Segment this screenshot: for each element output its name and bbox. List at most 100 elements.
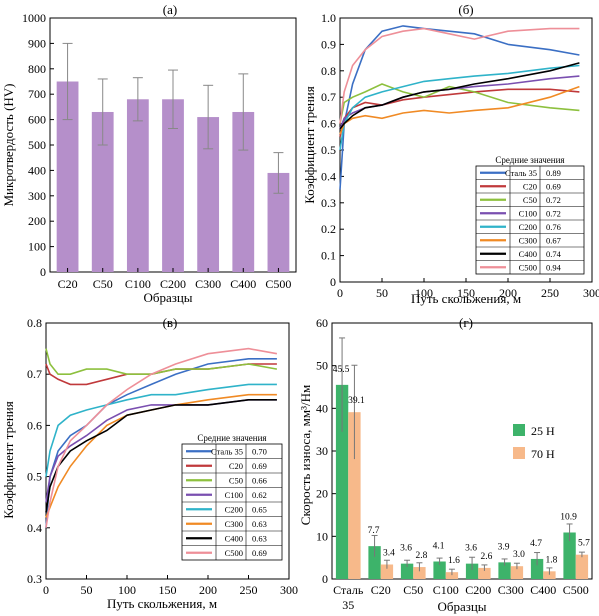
bar (510, 566, 524, 579)
bar (563, 532, 576, 579)
series-line (339, 88, 580, 137)
bar (575, 554, 589, 579)
x-tick-label: C100 (125, 277, 151, 291)
legend-name: 25 H (531, 424, 555, 438)
y-tick-label: 0.4 (321, 169, 336, 183)
legend-value: 0.72 (546, 195, 561, 205)
bar (498, 562, 511, 579)
y-tick-label: 700 (28, 87, 46, 101)
legend-name: C100 (225, 490, 243, 500)
legend-title: Средние значения (495, 155, 564, 165)
legend-value: 0.63 (252, 519, 267, 529)
panel-g: (г) Скорость износа, мм³/Нм Образцы 0102… (298, 315, 593, 614)
series-line (339, 64, 580, 151)
y-tick-label: 800 (28, 62, 46, 76)
x-tick-label: 35 (342, 598, 354, 612)
bar (348, 412, 361, 579)
legend-value: 0.65 (252, 504, 267, 514)
bar (232, 111, 255, 272)
x-tick-label: C300 (498, 583, 524, 597)
series-line (45, 393, 277, 518)
legend-value: 0.66 (252, 475, 267, 485)
legend-value: 0.69 (252, 461, 267, 471)
x-tick-label: C400 (530, 583, 556, 597)
bar (162, 99, 184, 272)
y-tick-label: 0.8 (27, 316, 42, 330)
panel-v: (в) Коэффициент трения Путь скольжения, … (1, 315, 298, 611)
y-tick-label: 50 (316, 359, 328, 373)
legend: Средние значения Сталь 35 0.70 C20 0.69 C50 0.… (181, 433, 283, 561)
panel-v-xlabel: Путь скольжения, м (107, 596, 217, 611)
y-tick-label: 0.2 (321, 222, 336, 236)
bar (445, 572, 459, 579)
x-tick-label: C500 (265, 277, 291, 291)
x-tick-label: 300 (583, 286, 599, 300)
data-label: 3.6 (465, 544, 477, 554)
y-tick-label: 1000 (22, 11, 46, 25)
data-label: 1.8 (545, 555, 557, 565)
bar (267, 172, 290, 272)
panel-a-ylabel: Микротвердость (HV) (1, 83, 16, 206)
data-label: 10.9 (560, 512, 577, 522)
data-label: 3.4 (383, 548, 395, 558)
y-tick-label: 400 (28, 163, 46, 177)
series-line (45, 363, 277, 386)
data-label: 4.1 (433, 542, 445, 552)
data-label: 45.5 (333, 365, 350, 375)
bar (126, 99, 149, 272)
legend-value: 0.72 (546, 208, 561, 218)
data-label: 1.6 (448, 556, 460, 566)
legend-name: C300 (519, 235, 537, 245)
bar (465, 563, 479, 579)
x-tick-label: 250 (240, 583, 258, 597)
data-label: 2.8 (415, 551, 427, 561)
legend-name: C300 (225, 519, 243, 529)
y-tick-label: 0.5 (27, 470, 42, 484)
legend-value: 0.76 (546, 222, 561, 232)
x-tick-label: C300 (195, 277, 221, 291)
series-line (339, 62, 580, 130)
legend-name: C400 (225, 533, 243, 543)
bar (335, 384, 349, 579)
legend-value: 0.69 (546, 181, 561, 191)
y-tick-label: 20 (316, 487, 328, 501)
bar (380, 564, 394, 579)
y-tick-label: 100 (28, 240, 46, 254)
x-tick-label: C500 (563, 583, 589, 597)
data-label: 3.0 (513, 550, 525, 560)
bar (400, 563, 414, 579)
y-tick-label: 0.6 (321, 117, 336, 131)
panel-g-xlabel: Образцы (437, 599, 486, 614)
legend-name: C400 (519, 249, 537, 259)
panel-b-label: (б) (458, 2, 473, 17)
legend-value: 0.70 (252, 446, 267, 456)
y-tick-label: 0.4 (27, 521, 42, 535)
legend-name: C500 (519, 262, 537, 272)
x-tick-label: 200 (199, 583, 217, 597)
series-line (339, 75, 580, 130)
y-tick-label: 1.0 (321, 11, 336, 25)
x-tick-label: 250 (541, 286, 559, 300)
y-tick-label: 600 (28, 113, 46, 127)
data-label: 5.7 (578, 539, 590, 549)
y-tick-label: 0.1 (321, 249, 336, 263)
panel-b-ylabel: Коэффициент трения (302, 86, 317, 204)
legend-name: C200 (519, 222, 537, 232)
legend-value: 0.63 (252, 533, 267, 543)
y-tick-label: 0.5 (321, 143, 336, 157)
series-line (339, 25, 580, 190)
x-tick-label: C20 (58, 277, 78, 291)
data-label: 3.9 (498, 542, 510, 552)
data-label: 39.1 (348, 396, 365, 406)
legend-name: C50 (229, 475, 243, 485)
y-tick-label: 300 (28, 189, 46, 203)
x-tick-label: C100 (433, 583, 459, 597)
x-tick-label: C400 (230, 277, 256, 291)
legend-swatch (513, 447, 525, 459)
x-tick-label: 150 (457, 286, 475, 300)
bar (433, 561, 446, 579)
legend-value: 0.74 (546, 249, 562, 259)
legend-value: 0.89 (546, 168, 561, 178)
x-tick-label: C50 (403, 583, 423, 597)
legend-name: Сталь 35 (211, 446, 243, 456)
